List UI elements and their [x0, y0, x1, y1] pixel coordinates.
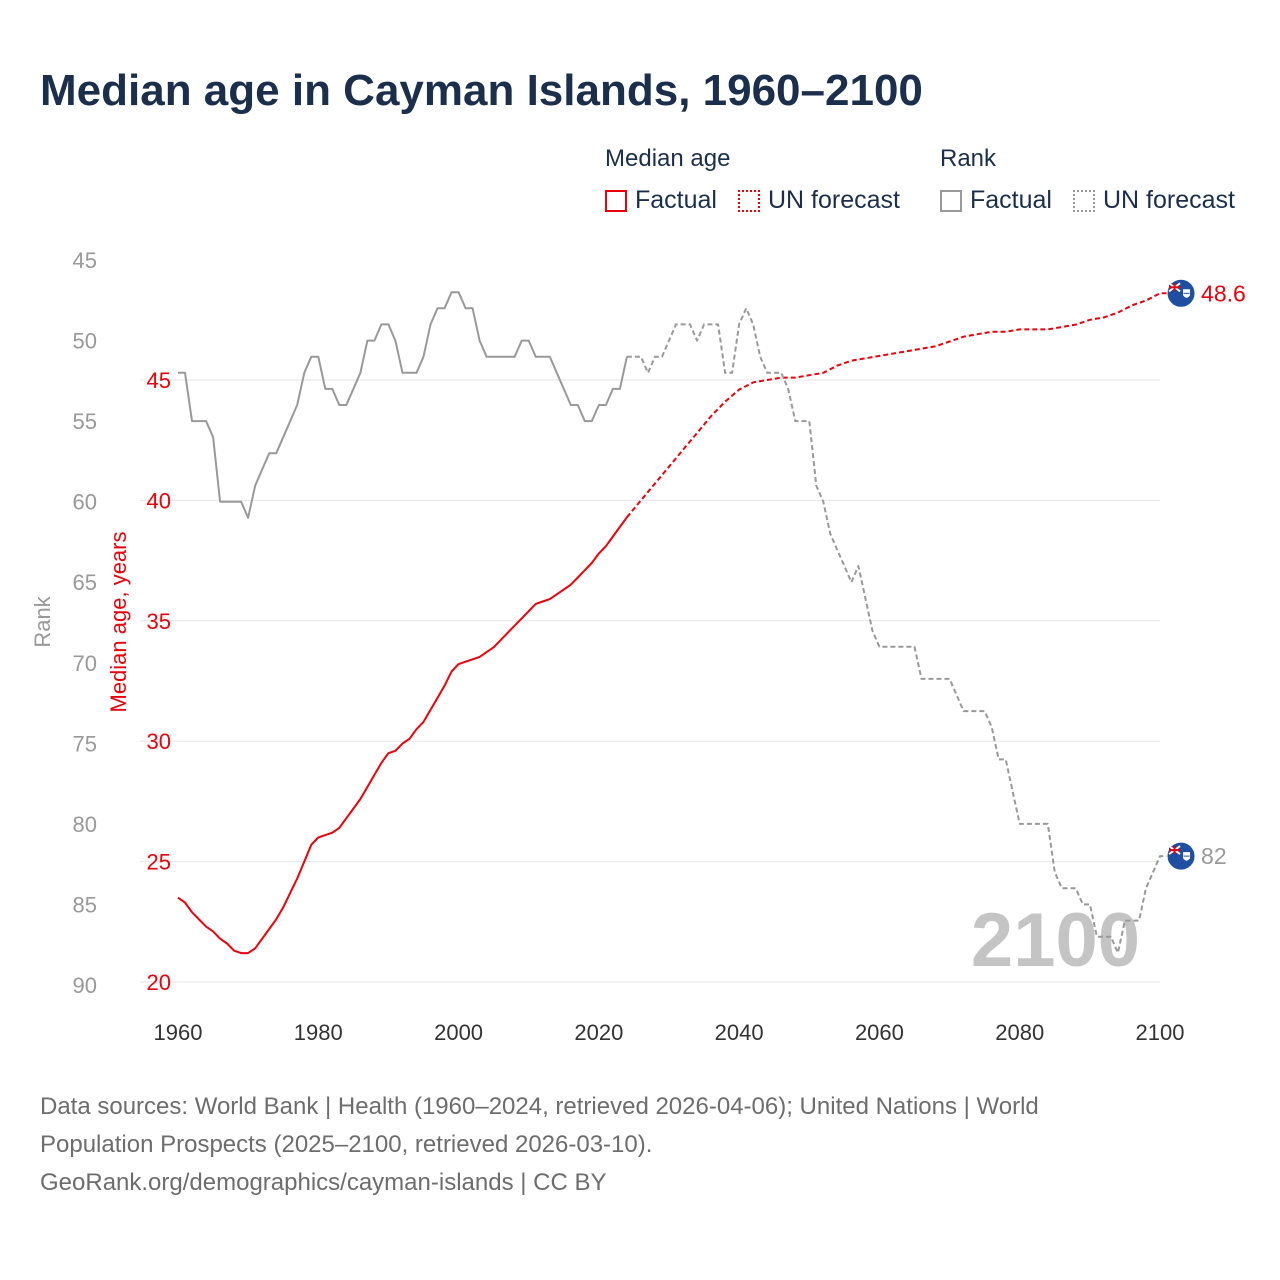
footer: Data sources: World Bank | Health (1960–… — [40, 1088, 1200, 1202]
median-age-tick-label: 25 — [147, 850, 171, 875]
legend-swatch-median-age-factual — [605, 189, 627, 212]
rank-axis-label: Rank — [30, 595, 55, 647]
chart-svg: 2100 45 50 55 60 65 70 75 80 85 90 20 25 30 35 40 45 1… — [30, 248, 1246, 1045]
median-age-factual-line — [177, 516, 628, 955]
legend-label-median-age-forecast: UN forecast — [768, 186, 900, 214]
x-tick-label: 2000 — [434, 1020, 483, 1045]
rank-tick-label: 50 — [73, 329, 97, 354]
median-age-forecast-line — [626, 292, 1181, 518]
median-age-tick-label: 30 — [147, 729, 171, 754]
x-tick-label: 2100 — [1136, 1020, 1185, 1045]
rank-tick-label: 75 — [73, 731, 97, 756]
legend-item-median-age-forecast[interactable]: UN forecast — [738, 186, 900, 215]
rank-factual-line — [178, 291, 628, 519]
chart-title: Median age in Cayman Islands, 1960–2100 — [40, 66, 923, 115]
footer-sources-line2: Population Prospects (2025–2100, retriev… — [40, 1131, 653, 1158]
legend-label-rank-forecast: UN forecast — [1103, 186, 1235, 214]
x-tick-label: 2020 — [574, 1020, 623, 1045]
rank-tick-label: 55 — [73, 409, 97, 434]
legend-swatch-rank-factual — [940, 189, 962, 212]
rank-tick-label: 90 — [73, 973, 97, 998]
end-markers: 48.6 82 — [1166, 278, 1246, 871]
median-age-tick-label: 45 — [147, 368, 171, 393]
x-tick-label: 2060 — [855, 1020, 904, 1045]
rank-end-label: 82 — [1201, 843, 1227, 869]
median-age-tick-label: 35 — [147, 609, 171, 634]
median-age-end-flag-icon — [1166, 278, 1196, 308]
median-age-tick-label: 20 — [147, 970, 171, 995]
series-lines — [177, 291, 1181, 955]
x-tick-label: 1960 — [154, 1020, 203, 1045]
median-age-end-label: 48.6 — [1201, 280, 1246, 306]
legend-swatch-rank-forecast — [1073, 189, 1095, 212]
legend-heading-median-age: Median age — [605, 145, 731, 172]
median-age-axis-label: Median age, years — [106, 532, 131, 713]
legend-item-median-age-factual[interactable]: Factual — [605, 186, 717, 215]
x-tick-label: 2080 — [995, 1020, 1044, 1045]
year-watermark: 2100 — [971, 898, 1140, 983]
rank-tick-label: 85 — [73, 892, 97, 917]
legend-swatch-median-age-forecast — [738, 189, 760, 212]
x-tick-label: 2040 — [715, 1020, 764, 1045]
rank-forecast-line — [626, 307, 1181, 954]
median-age-axis-ticks: 20 25 30 35 40 45 — [147, 368, 171, 995]
rank-tick-label: 65 — [73, 570, 97, 595]
rank-axis-ticks: 45 50 55 60 65 70 75 80 85 90 — [73, 248, 97, 998]
legend-label-rank-factual: Factual — [970, 186, 1052, 214]
rank-tick-label: 80 — [73, 812, 97, 837]
footer-credit[interactable]: GeoRank.org/demographics/cayman-islands … — [40, 1169, 607, 1196]
rank-tick-label: 45 — [73, 248, 97, 273]
rank-end-flag-icon — [1166, 841, 1196, 871]
x-tick-label: 1980 — [294, 1020, 343, 1045]
legend-item-rank-forecast[interactable]: UN forecast — [1073, 186, 1235, 215]
rank-tick-label: 70 — [73, 651, 97, 676]
median-age-tick-label: 40 — [147, 488, 171, 513]
x-axis-ticks: 1960 1980 2000 2020 2040 2060 2080 2100 — [154, 1020, 1185, 1045]
grid-lines — [140, 379, 1160, 983]
footer-sources-line1: Data sources: World Bank | Health (1960–… — [40, 1093, 1039, 1120]
rank-tick-label: 60 — [73, 490, 97, 515]
legend-label-median-age-factual: Factual — [635, 186, 717, 214]
legend-heading-rank: Rank — [940, 145, 997, 172]
legend-item-rank-factual[interactable]: Factual — [940, 186, 1052, 215]
